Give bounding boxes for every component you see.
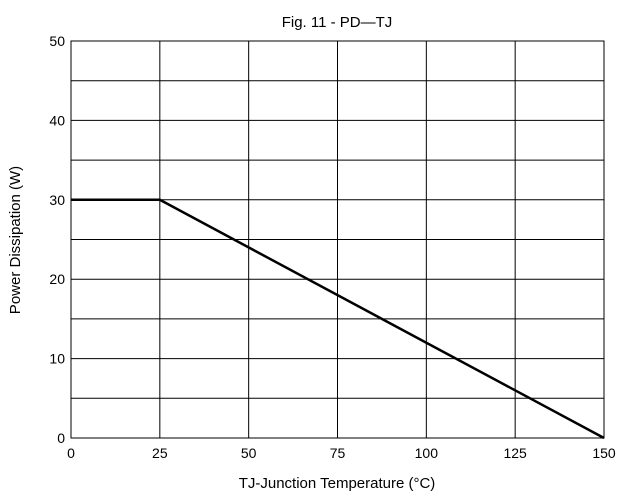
series-group (71, 198, 605, 440)
x-tick-label-5: 125 (503, 445, 527, 461)
x-tick-label-2: 50 (241, 445, 257, 461)
y-tick-label-3: 30 (49, 192, 65, 208)
plot-frame (70, 40, 605, 439)
grid (70, 40, 605, 439)
series-line-0 (71, 198, 605, 440)
x-tick-label-3: 75 (330, 445, 346, 461)
y-tick-label-5: 50 (49, 33, 65, 49)
y-axis-label: Power Dissipation (W) (7, 166, 24, 314)
x-tick-label-6: 150 (592, 445, 616, 461)
y-tick-label-2: 20 (49, 271, 65, 287)
x-axis-ticks: 0 25 50 75 100 125 150 (67, 445, 616, 461)
x-tick-label-0: 0 (67, 445, 75, 461)
x-tick-label-1: 25 (152, 445, 168, 461)
y-tick-label-0: 0 (57, 430, 65, 446)
y-tick-label-4: 40 (49, 112, 65, 128)
y-tick-label-1: 10 (49, 351, 65, 367)
y-axis-ticks: 0 10 20 30 40 50 (49, 33, 65, 446)
chart-title: Fig. 11 - PD—TJ (282, 14, 393, 31)
x-tick-label-4: 100 (415, 445, 439, 461)
x-axis-label: TJ-Junction Temperature (°C) (239, 475, 436, 492)
